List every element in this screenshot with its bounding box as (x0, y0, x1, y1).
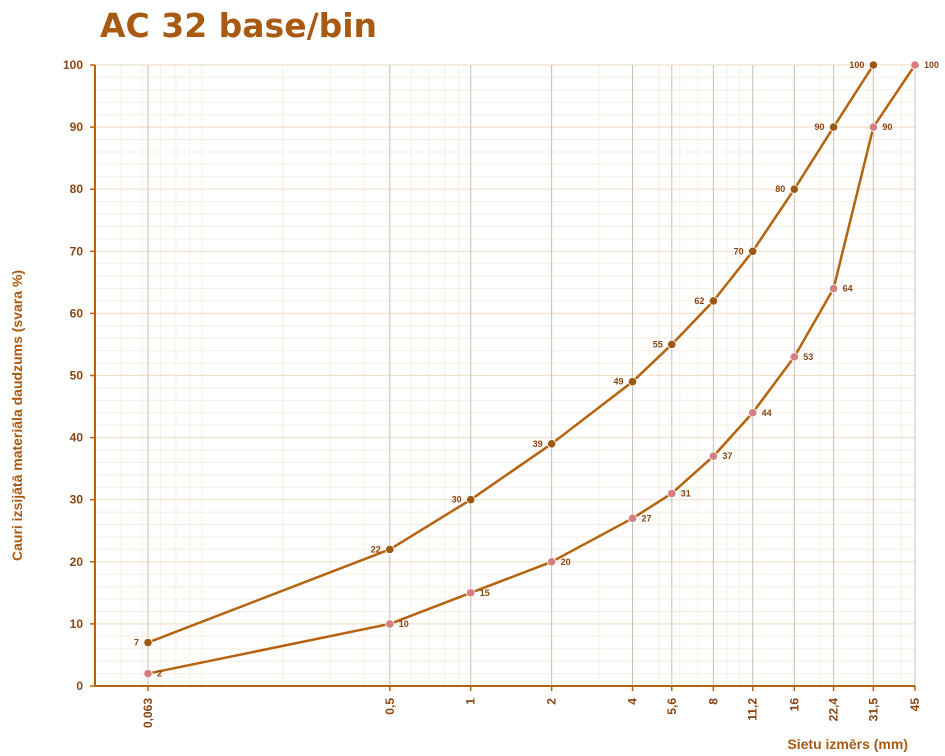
series-1-data-label: 62 (694, 296, 704, 306)
y-tick-label: 20 (70, 555, 84, 569)
x-tick-label: 16 (787, 698, 801, 712)
series-1-point (627, 377, 638, 387)
series-1-point (546, 439, 557, 449)
y-tick-label: 60 (70, 306, 84, 320)
y-tick-label: 70 (70, 244, 84, 258)
y-tick-label: 90 (70, 120, 84, 134)
series-2-data-label: 64 (843, 284, 853, 294)
x-tick-label: 8 (706, 698, 720, 705)
chart-title: AC 32 base/bin (100, 6, 378, 45)
series-1-data-label: 39 (533, 439, 543, 449)
series-2-point (627, 513, 638, 523)
series-1-point (385, 544, 395, 554)
x-tick-label: 2 (545, 698, 559, 705)
y-tick-label: 100 (63, 58, 83, 72)
x-tick-label: 22,4 (827, 698, 841, 722)
x-tick-label: 5,6 (665, 698, 679, 715)
series-2-point (868, 122, 878, 132)
series-2-point (748, 408, 758, 418)
series-2-data-label: 27 (642, 513, 652, 523)
series-1-point (789, 184, 799, 194)
series-1-data-label: 80 (775, 184, 785, 194)
series-1-point (868, 60, 878, 70)
series-1-point (143, 637, 153, 648)
series-2-point (143, 668, 153, 679)
series-1-point (748, 246, 758, 256)
x-tick-label: 11,2 (746, 698, 760, 721)
series-2-point (708, 451, 719, 461)
x-tick-label: 1 (464, 698, 478, 705)
series-2-data-label: 100 (924, 60, 939, 70)
series-1-data-label: 22 (371, 544, 381, 554)
series-2-point (466, 588, 476, 598)
series-2-data-label: 20 (561, 557, 571, 567)
series-2-data-label: 10 (399, 619, 409, 629)
series-1-data-label: 55 (653, 339, 663, 349)
x-axis-title: Sietu izmērs (mm) (787, 736, 908, 752)
series-1-data-label: 70 (734, 246, 744, 256)
x-tick-label: 0,5 (383, 698, 397, 715)
y-tick-label: 40 (70, 431, 84, 445)
x-tick-label: 4 (626, 698, 640, 705)
series-1-point (667, 339, 677, 350)
series-2-point (910, 60, 920, 70)
series-1-data-label: 90 (815, 122, 825, 132)
series-2-line (147, 64, 917, 675)
series-1-data-label: 49 (613, 377, 623, 387)
series-2-point (667, 488, 677, 499)
y-tick-label: 30 (70, 493, 84, 507)
series-2-data-label: 53 (803, 352, 813, 362)
series-1-data-label: 100 (849, 60, 864, 70)
series-2-point (789, 352, 799, 362)
series-2-data-label: 2 (157, 669, 162, 679)
series-2-data-label: 15 (480, 588, 490, 598)
series-1-data-label: 7 (134, 638, 139, 648)
series-1-data-label: 30 (452, 495, 462, 505)
series-2-point (385, 619, 395, 629)
y-tick-label: 0 (76, 679, 83, 693)
series-2-data-label: 90 (882, 122, 892, 132)
series-1-point (708, 296, 719, 306)
series-2-point (828, 283, 839, 294)
series-1-point (828, 122, 839, 132)
y-tick-label: 80 (70, 182, 84, 196)
y-tick-label: 50 (70, 369, 84, 383)
series-2-data-label: 31 (681, 488, 691, 498)
y-axis-title: Cauri izsijātā materiāla daudzums (svara… (9, 270, 25, 561)
x-tick-label: 0,063 (141, 698, 155, 728)
series-1-point (466, 495, 476, 505)
x-tick-label: 31,5 (866, 698, 880, 722)
series-2-data-label: 44 (762, 408, 772, 418)
x-tick-label: 45 (908, 698, 922, 712)
y-tick-label: 10 (70, 617, 84, 631)
series-2-point (546, 557, 557, 567)
series-2-data-label: 37 (722, 451, 732, 461)
